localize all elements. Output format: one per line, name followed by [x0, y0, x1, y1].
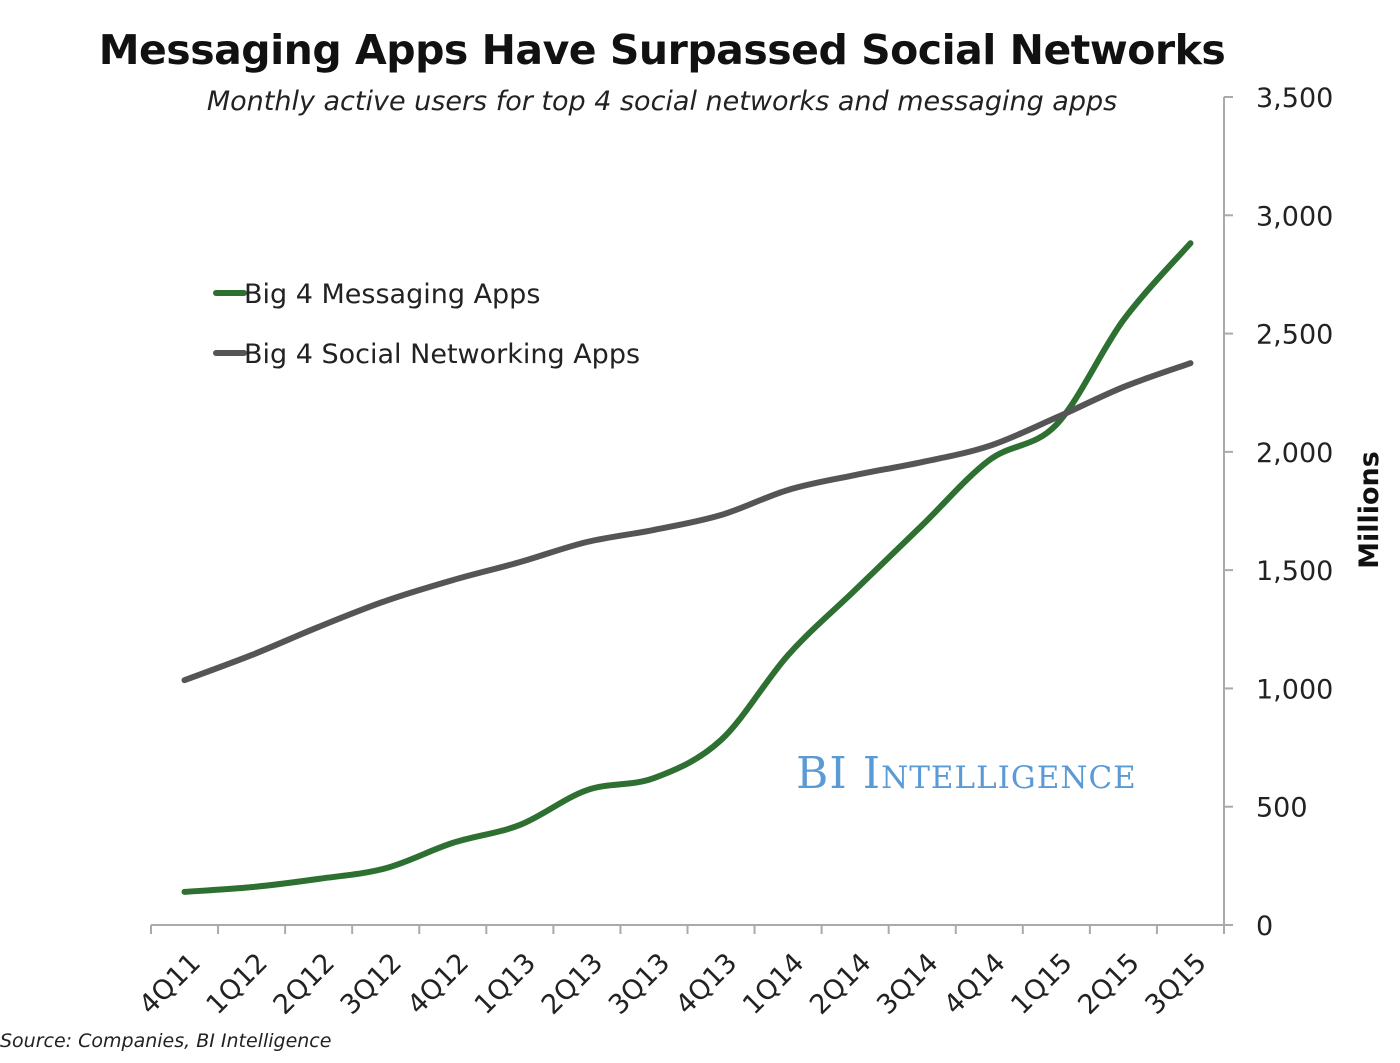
- x-tick-label: 2Q13: [536, 947, 609, 1020]
- chart-subtitle: Monthly active users for top 4 social ne…: [206, 86, 1118, 117]
- source-note: Source: Companies, BI Intelligence: [0, 1030, 332, 1052]
- x-tick-label: 1Q15: [1005, 947, 1078, 1020]
- y-tick-label: 3,000: [1256, 201, 1333, 232]
- y-tick-label: 2,500: [1256, 320, 1333, 351]
- x-tick-label: 2Q14: [804, 947, 877, 1020]
- x-tick-label: 3Q12: [335, 947, 408, 1020]
- y-tick-label: 1,500: [1256, 556, 1333, 587]
- legend-label: Big 4 Messaging Apps: [244, 279, 540, 310]
- watermark-logo: BI Intelligence: [796, 748, 1137, 799]
- legend-label: Big 4 Social Networking Apps: [244, 339, 640, 370]
- x-tick-label: 3Q14: [871, 947, 944, 1020]
- x-tick-label: 1Q14: [737, 947, 810, 1020]
- x-tick-label: 1Q13: [469, 947, 542, 1020]
- y-tick-label: 2,000: [1256, 438, 1333, 469]
- x-tick-label: 3Q15: [1139, 947, 1212, 1020]
- x-tick-label: 2Q12: [268, 947, 341, 1020]
- y-axis-label: Millions: [1354, 451, 1385, 569]
- y-tick-label: 3,500: [1256, 83, 1333, 114]
- x-tick-label: 4Q14: [938, 947, 1011, 1020]
- y-tick-label: 0: [1256, 911, 1273, 942]
- x-tick-label: 2Q15: [1072, 947, 1145, 1020]
- x-tick-label: 4Q11: [133, 947, 206, 1020]
- x-tick-label: 1Q12: [201, 947, 274, 1020]
- x-tick-label: 3Q13: [603, 947, 676, 1020]
- y-tick-label: 500: [1256, 793, 1308, 824]
- chart-title: Messaging Apps Have Surpassed Social Net…: [98, 26, 1226, 74]
- x-tick-label: 4Q12: [402, 947, 475, 1020]
- x-tick-label: 4Q13: [670, 947, 743, 1020]
- y-tick-label: 1,000: [1256, 674, 1333, 705]
- series-line-social: [181, 360, 1194, 684]
